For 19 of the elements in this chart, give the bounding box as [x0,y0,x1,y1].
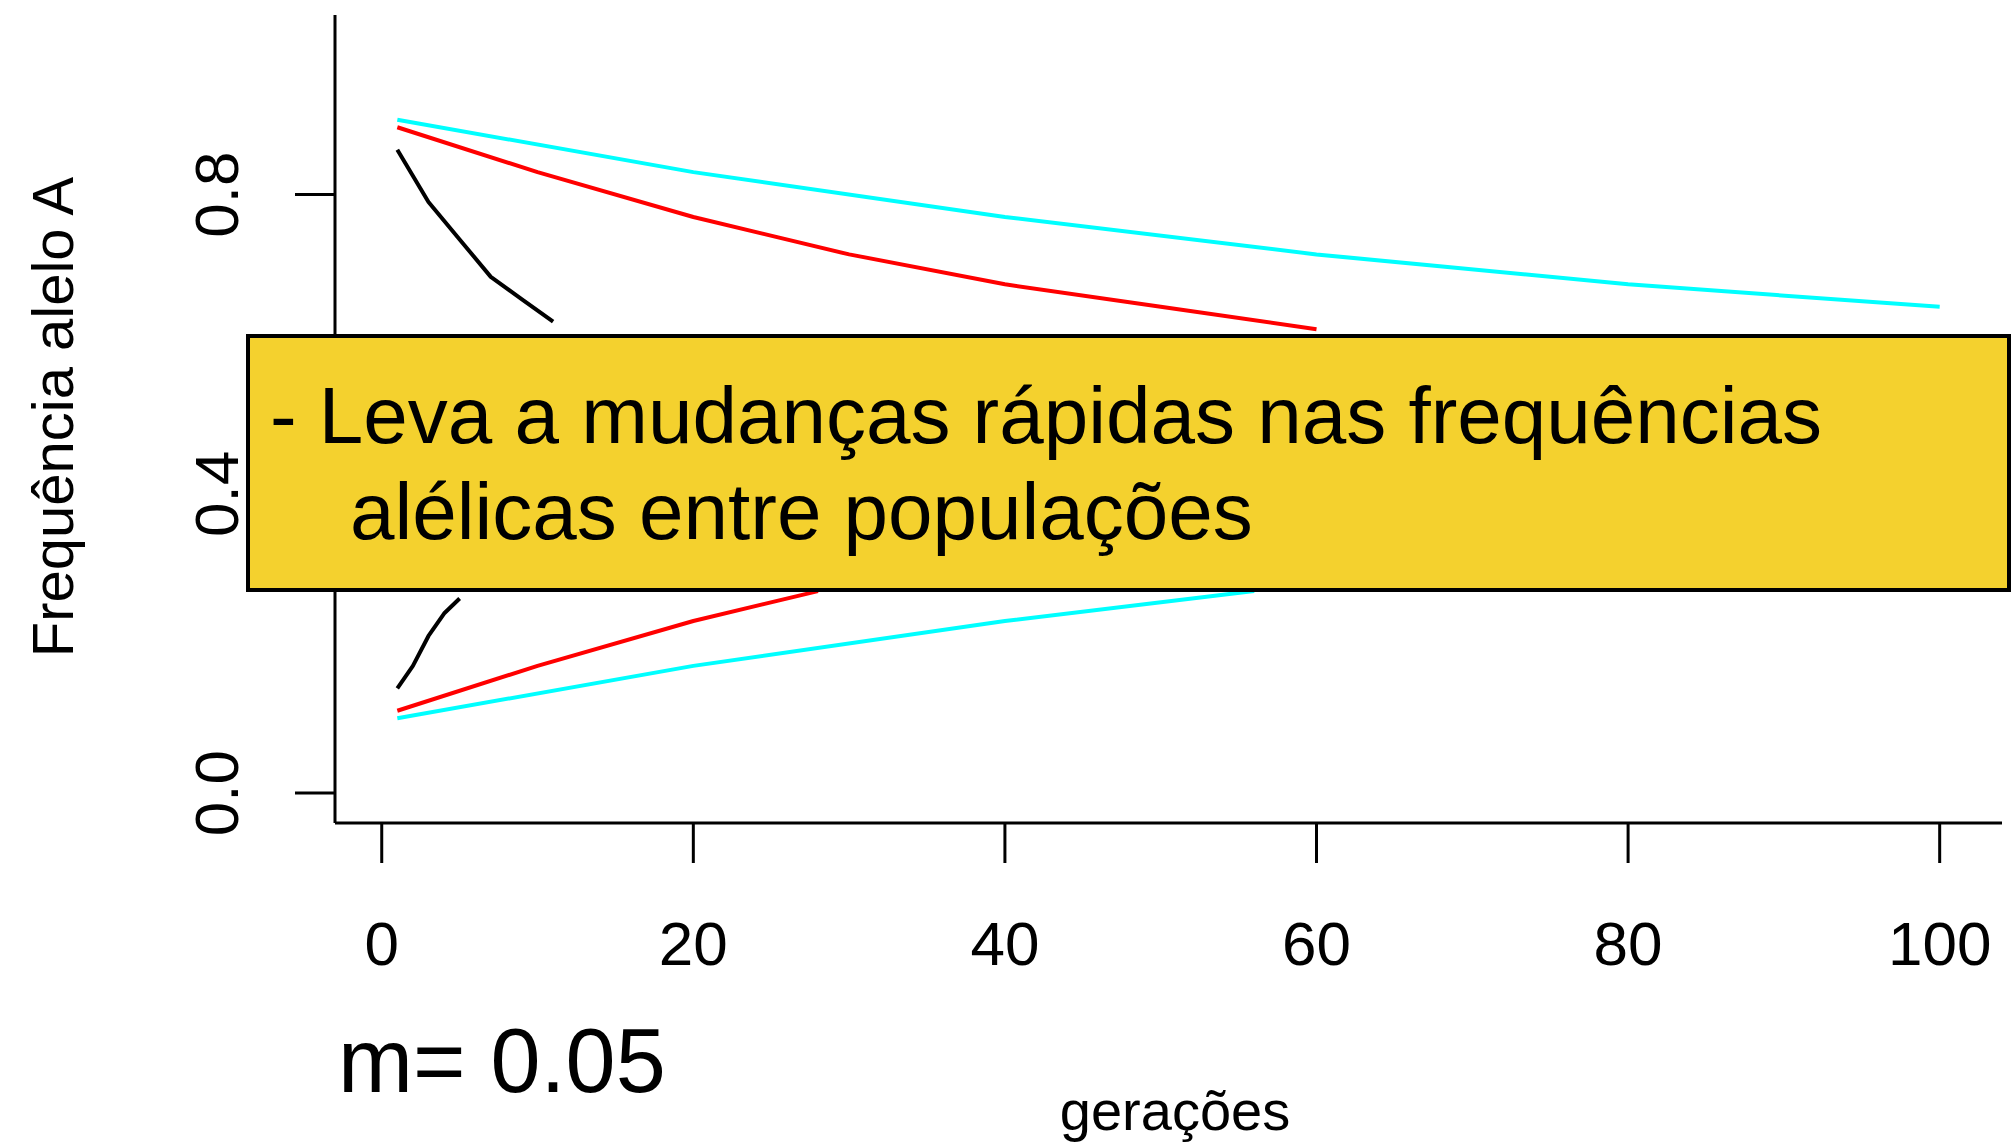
line-series [395,589,820,713]
x-tick-label: 80 [1593,909,1663,978]
x-tick-label: 40 [970,909,1040,978]
x-tick-label: 20 [658,909,728,978]
line-series [395,596,462,691]
x-tick-label: 60 [1282,909,1351,978]
annotation: - Leva a mudanças rápidas nas frequências alélicas entre populações [270,371,1823,556]
line-series [395,117,1942,309]
y-tick-label: 0.0 [182,749,251,837]
text: m= 0.05 [338,1010,666,1113]
line-series [395,147,556,324]
x-tick-label: 0 [364,909,399,978]
line-series [395,125,1319,332]
y-axis-title: Frequência alelo A [18,176,86,658]
x-tick-label: 100 [1887,909,1992,978]
x-axis-title: gerações [1059,1077,1291,1143]
y-tick-label: 0.4 [182,450,251,537]
y-tick-label: 0.8 [182,151,251,238]
line-series [395,589,1257,721]
